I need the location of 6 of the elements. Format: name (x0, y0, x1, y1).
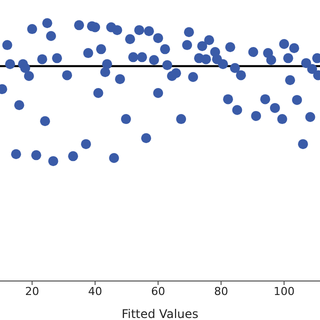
x-tick-label: 20 (25, 284, 40, 298)
x-axis-title: Fitted Values (122, 307, 198, 320)
x-tick-label: 100 (274, 284, 295, 298)
x-tick-label: 80 (214, 284, 228, 298)
x-tick-label: 40 (88, 284, 102, 298)
x-tick-label: 60 (151, 284, 166, 298)
